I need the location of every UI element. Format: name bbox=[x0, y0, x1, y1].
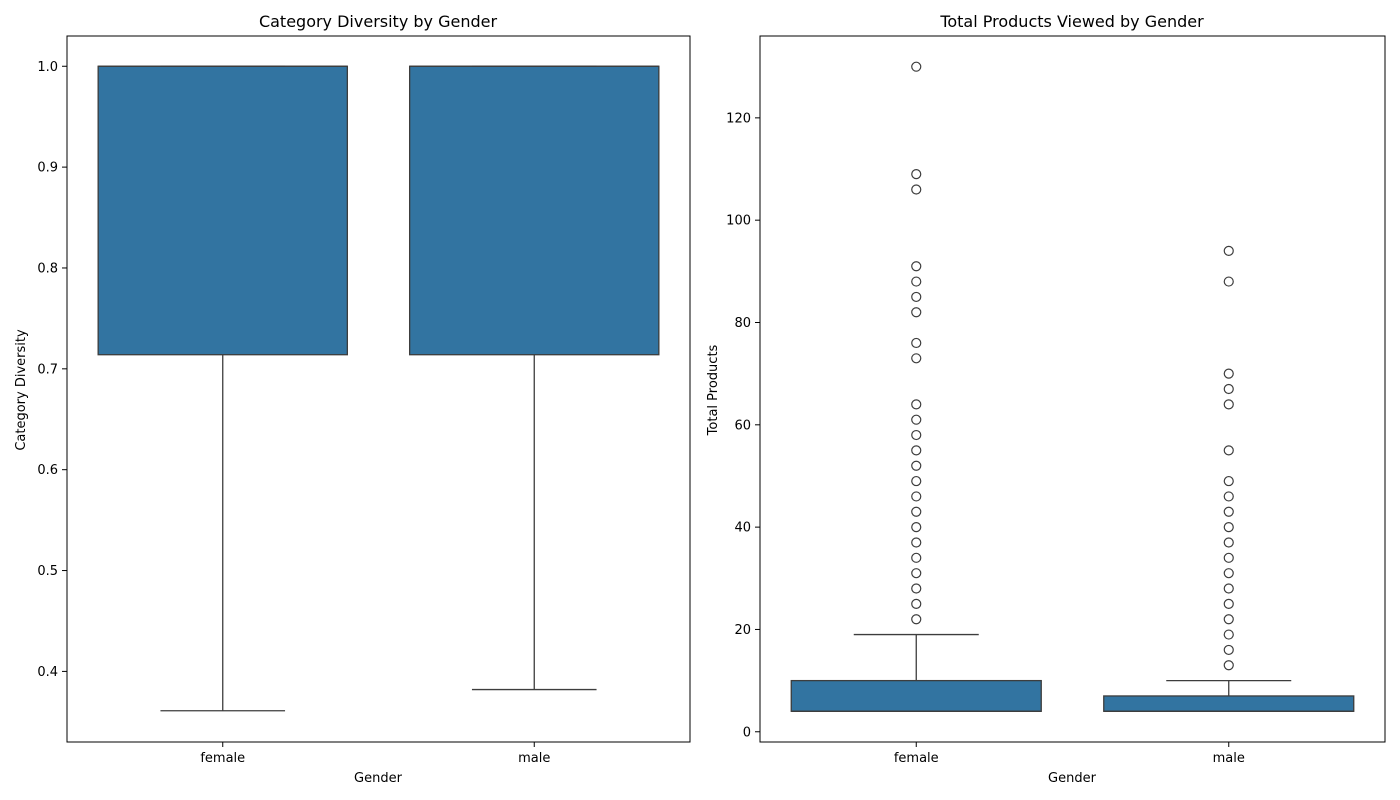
chart-category-diversity: Category Diversity by Gender Category Di… bbox=[14, 12, 691, 786]
y-tick-label: 20 bbox=[734, 623, 751, 638]
outlier-point bbox=[911, 169, 922, 180]
chart-title: Category Diversity by Gender bbox=[259, 12, 498, 31]
outlier-point bbox=[1223, 583, 1234, 594]
outlier-point bbox=[911, 491, 922, 502]
y-tick-label: 0.4 bbox=[37, 665, 58, 680]
y-tick-label: 0 bbox=[743, 725, 751, 740]
outlier-point bbox=[911, 429, 922, 441]
outlier-point bbox=[1223, 552, 1234, 563]
iqr-box bbox=[408, 65, 660, 356]
y-tick-label: 0.6 bbox=[37, 463, 58, 478]
iqr-box bbox=[97, 65, 348, 356]
outlier-point bbox=[1223, 445, 1234, 456]
iqr-box bbox=[1103, 695, 1355, 712]
outlier-point bbox=[911, 353, 922, 364]
box-female bbox=[97, 65, 348, 712]
outlier-point bbox=[1223, 245, 1234, 256]
outlier-point bbox=[911, 537, 922, 548]
outlier-point bbox=[911, 276, 922, 287]
outlier-point bbox=[911, 475, 922, 487]
y-tick-label: 120 bbox=[726, 111, 751, 126]
plot-frame bbox=[759, 35, 1386, 743]
outlier-point bbox=[1223, 598, 1234, 609]
x-tick-label: female bbox=[200, 751, 245, 766]
x-tick-label: male bbox=[1213, 751, 1245, 766]
x-tick-label: female bbox=[894, 751, 939, 766]
y-tick-label: 80 bbox=[734, 316, 751, 331]
outlier-point bbox=[911, 61, 922, 72]
outlier-point bbox=[911, 337, 922, 349]
y-tick-label: 0.8 bbox=[37, 261, 58, 276]
outlier-point bbox=[1223, 522, 1234, 533]
outlier-point bbox=[1223, 537, 1234, 548]
outlier-point bbox=[911, 445, 922, 456]
outlier-point bbox=[1223, 568, 1234, 579]
outlier-point bbox=[911, 414, 922, 425]
plot-frame bbox=[66, 35, 691, 743]
box-female bbox=[790, 61, 1042, 712]
outlier-point bbox=[911, 506, 922, 517]
outlier-point bbox=[911, 568, 922, 579]
x-tick-label: male bbox=[518, 751, 550, 766]
outlier-point bbox=[1223, 399, 1234, 410]
outlier-point bbox=[911, 399, 922, 410]
outlier-point bbox=[1223, 475, 1234, 487]
chart-total-products: Total Products Viewed by Gender Total Pr… bbox=[706, 12, 1386, 786]
y-axis-label: Category Diversity bbox=[14, 329, 29, 451]
chart-title: Total Products Viewed by Gender bbox=[939, 12, 1204, 31]
box-male bbox=[1103, 245, 1355, 712]
outlier-point bbox=[911, 184, 922, 195]
outlier-point bbox=[1223, 629, 1234, 640]
y-tick-label: 60 bbox=[734, 418, 751, 433]
outlier-point bbox=[1223, 644, 1234, 656]
y-tick-label: 100 bbox=[726, 214, 751, 229]
outlier-point bbox=[911, 460, 922, 471]
outlier-point bbox=[1223, 614, 1234, 625]
y-tick-label: 0.9 bbox=[37, 161, 58, 176]
x-axis-label: Gender bbox=[1048, 771, 1097, 786]
outlier-point bbox=[911, 307, 922, 318]
y-tick-label: 40 bbox=[734, 521, 751, 536]
outlier-point bbox=[911, 598, 922, 609]
y-tick-label: 1.0 bbox=[37, 60, 58, 75]
outlier-point bbox=[1223, 491, 1234, 502]
box-male bbox=[408, 65, 660, 691]
outlier-point bbox=[911, 522, 922, 533]
outlier-point bbox=[911, 261, 922, 272]
y-tick-label: 0.5 bbox=[37, 564, 58, 579]
y-axis-label: Total Products bbox=[706, 344, 721, 436]
outlier-point bbox=[911, 583, 922, 594]
outlier-point bbox=[1223, 368, 1234, 379]
outlier-point bbox=[911, 552, 922, 563]
outlier-point bbox=[1223, 660, 1234, 671]
outlier-point bbox=[1223, 276, 1234, 287]
iqr-box bbox=[790, 679, 1042, 712]
outlier-point bbox=[911, 291, 922, 303]
y-tick-label: 0.7 bbox=[37, 362, 58, 377]
x-axis-label: Gender bbox=[354, 771, 403, 786]
outlier-point bbox=[1223, 383, 1234, 395]
outlier-point bbox=[911, 614, 922, 625]
outlier-point bbox=[1223, 506, 1234, 517]
